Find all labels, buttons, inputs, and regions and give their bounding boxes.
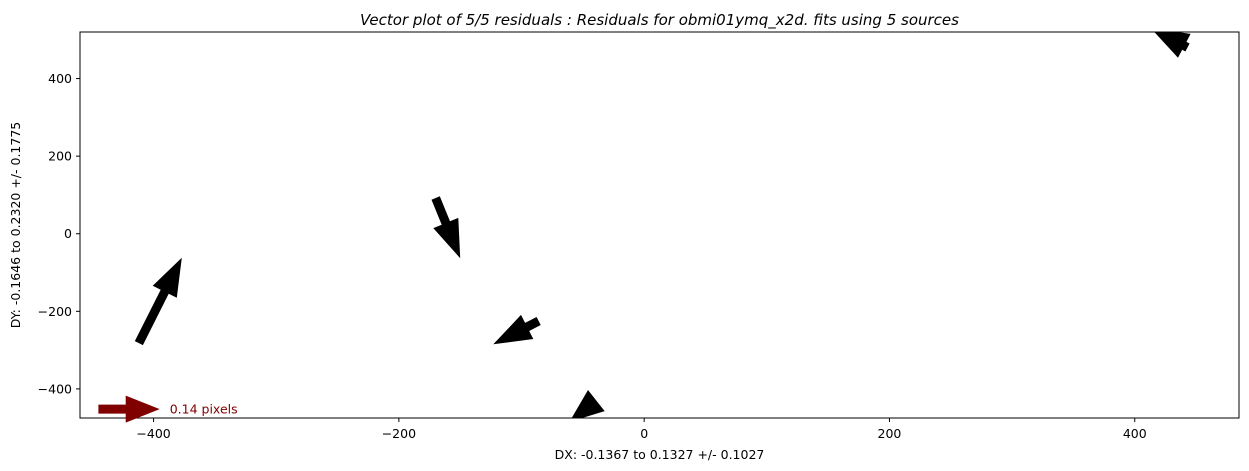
y-tick-label: −200 [38, 304, 72, 319]
x-axis-label: DX: -0.1367 to 0.1327 +/- 0.1027 [555, 447, 765, 462]
x-tick-label: −400 [136, 426, 170, 441]
vector-arrows [134, 32, 1191, 418]
x-axis: −400 −200 0 200 400 [136, 418, 1147, 441]
vector-arrow [493, 314, 541, 345]
x-tick-label: 200 [878, 426, 902, 441]
x-tick-label: 0 [640, 426, 648, 441]
x-tick-label: −200 [382, 426, 416, 441]
plot-frame [79, 31, 1240, 419]
y-tick-label: 200 [48, 149, 72, 164]
vector-arrow [571, 390, 605, 418]
vector-arrow [431, 196, 461, 259]
vector-arrow [1154, 32, 1191, 58]
quiver-key: 0.14 pixels [98, 395, 238, 423]
y-tick-label: 0 [64, 226, 72, 241]
key-label: 0.14 pixels [170, 402, 238, 417]
x-tick-label: 400 [1123, 426, 1147, 441]
vector-arrow [134, 257, 182, 346]
y-tick-label: −400 [38, 381, 72, 396]
chart-title: Vector plot of 5/5 residuals : Residuals… [360, 11, 959, 30]
y-axis-label: DY: -0.1646 to 0.2320 +/- 0.1775 [8, 122, 23, 328]
y-axis: −400 −200 0 200 400 [38, 71, 80, 396]
key-arrow [98, 395, 160, 423]
y-tick-label: 400 [48, 71, 72, 86]
